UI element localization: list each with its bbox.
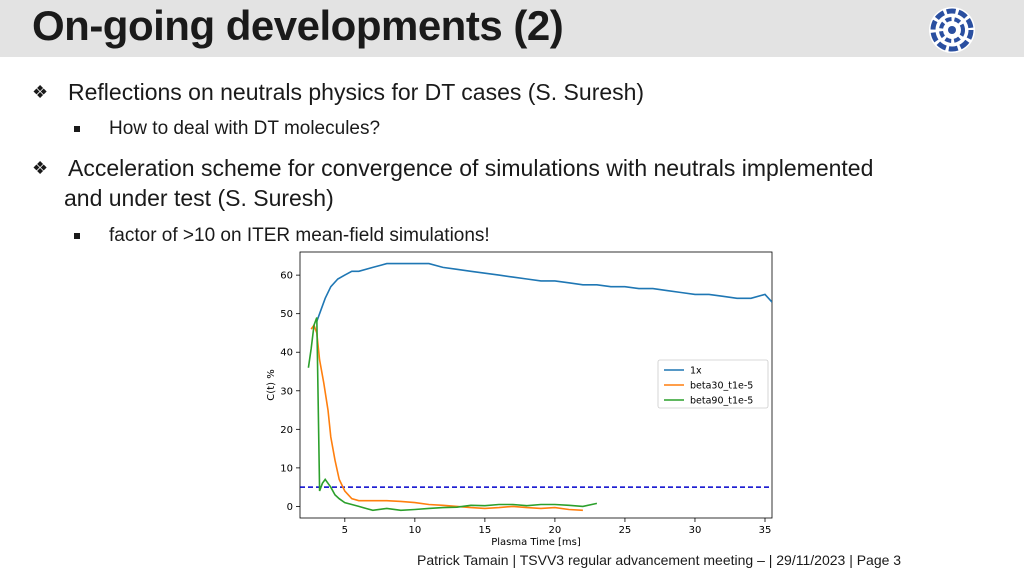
eurofusion-ring-logo-icon	[929, 7, 975, 53]
page-title: On-going developments (2)	[32, 2, 564, 49]
y-tick-label: 20	[280, 425, 293, 436]
legend-label: beta30_t1e-5	[690, 381, 753, 392]
y-tick-label: 30	[280, 386, 293, 397]
series-line-beta90_t1e-5	[307, 317, 598, 512]
legend-label: beta90_t1e-5	[690, 396, 753, 407]
x-axis-label: Plasma Time [ms]	[491, 537, 581, 548]
x-tick-label: 10	[408, 525, 421, 536]
title-bar: On-going developments (2)	[0, 0, 1024, 57]
legend-box	[657, 359, 769, 409]
x-tick-label: 35	[759, 525, 772, 536]
y-tick-label: 0	[287, 502, 293, 513]
x-tick-label: 15	[479, 525, 492, 536]
bullet-2-text-line-2: and under test (S. Suresh)	[64, 185, 334, 211]
x-tick-label: 25	[619, 525, 632, 536]
bullet-1-sub-1: How to deal with DT molecules?	[109, 118, 381, 139]
bullet-1-text: Reflections on neutrals physics for DT c…	[68, 79, 645, 105]
legend-label: 1x	[690, 366, 702, 377]
y-axis-label: C(t) %	[266, 369, 277, 400]
x-tick-label: 5	[342, 525, 348, 536]
diamond-bullet-icon: ❖	[32, 82, 49, 102]
x-tick-label: 20	[549, 525, 562, 536]
y-tick-label: 50	[280, 309, 293, 320]
y-tick-label: 40	[280, 348, 293, 359]
bullet-2-sub-1: factor of >10 on ITER mean-field simulat…	[109, 225, 490, 246]
square-bullet-icon	[74, 233, 80, 239]
convergence-line-chart: 5 10 15 20 25 30 35 0 10 20 30 40 50 60 Plasma Time [m…	[266, 251, 773, 548]
y-tick-label: 10	[280, 463, 293, 474]
square-bullet-icon	[74, 126, 80, 132]
bullet-2-text-line-1: Acceleration scheme for convergence of s…	[68, 155, 874, 181]
series-line-1x	[316, 262, 772, 322]
x-tick-label: 30	[689, 525, 702, 536]
series-line-beta30_t1e-5	[310, 323, 583, 512]
y-tick-label: 60	[280, 271, 293, 282]
diamond-bullet-icon: ❖	[32, 158, 49, 178]
footer: Patrick Tamain | TSVV3 regular advanceme…	[417, 552, 902, 568]
